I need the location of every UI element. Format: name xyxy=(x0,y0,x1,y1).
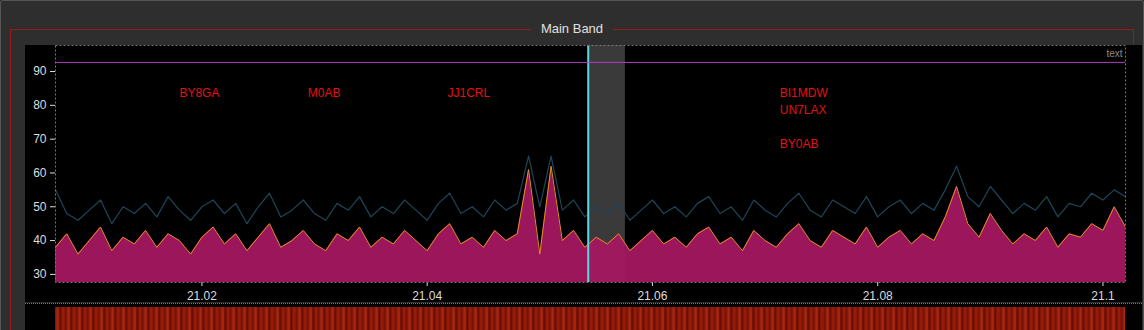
svg-text:BI1MDW: BI1MDW xyxy=(780,86,829,100)
svg-text:UN7LAX: UN7LAX xyxy=(780,103,827,117)
svg-text:21.1: 21.1 xyxy=(1091,289,1115,302)
svg-text:21.06: 21.06 xyxy=(637,289,667,302)
svg-text:30: 30 xyxy=(33,267,47,281)
html-text:Main Band: Main Band xyxy=(540,21,604,36)
svg-text:JJ1CRL: JJ1CRL xyxy=(447,86,490,100)
svg-text:90: 90 xyxy=(33,64,47,78)
svg-text:70: 70 xyxy=(33,132,47,146)
svg-text:M0AB: M0AB xyxy=(308,86,341,100)
svg-text:21.04: 21.04 xyxy=(412,289,442,302)
svg-text:BY8GA: BY8GA xyxy=(179,86,219,100)
svg-text:50: 50 xyxy=(33,200,47,214)
svg-text:21.02: 21.02 xyxy=(187,289,217,302)
svg-text:60: 60 xyxy=(33,166,47,180)
svg-text:21.08: 21.08 xyxy=(863,289,893,302)
svg-text:text: text xyxy=(1106,48,1122,59)
svg-text:BY0AB: BY0AB xyxy=(780,137,819,151)
svg-text:80: 80 xyxy=(33,98,47,112)
svg-text:40: 40 xyxy=(33,233,47,247)
